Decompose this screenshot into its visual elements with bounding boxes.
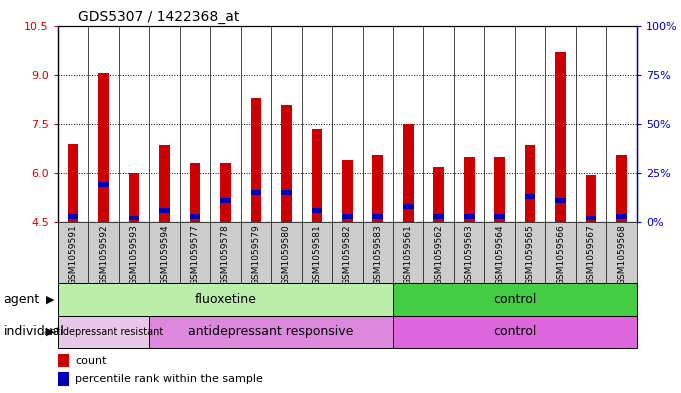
Bar (68, 213, 78, 219)
Bar (373, 155, 383, 222)
Text: GSM1059581: GSM1059581 (313, 224, 321, 285)
Bar (189, 213, 200, 219)
Text: GSM1059594: GSM1059594 (160, 224, 169, 285)
Bar (189, 163, 200, 222)
Bar (68, 144, 78, 222)
Text: GSM1059583: GSM1059583 (373, 224, 382, 285)
Bar (98, 73, 109, 222)
Text: ▶: ▶ (46, 327, 54, 337)
Bar (433, 213, 444, 219)
Bar (433, 167, 444, 222)
Text: GSM1059582: GSM1059582 (343, 224, 352, 285)
Bar (555, 52, 566, 222)
Bar (58, 316, 149, 348)
Bar (58, 283, 393, 316)
Bar (58, 372, 69, 386)
Text: GSM1059567: GSM1059567 (586, 224, 596, 285)
Text: GSM1059565: GSM1059565 (526, 224, 535, 285)
Text: GSM1059593: GSM1059593 (129, 224, 138, 285)
Bar (311, 129, 322, 222)
Bar (464, 157, 475, 222)
Bar (494, 157, 505, 222)
Text: GSM1059591: GSM1059591 (69, 224, 78, 285)
Text: control: control (493, 293, 537, 306)
Text: GSM1059562: GSM1059562 (434, 224, 443, 285)
Text: control: control (493, 325, 537, 338)
Bar (525, 194, 535, 199)
Bar (220, 198, 231, 203)
Bar (129, 173, 140, 222)
Text: agent: agent (3, 293, 39, 306)
Bar (555, 198, 566, 203)
Text: individual: individual (3, 325, 64, 338)
Text: percentile rank within the sample: percentile rank within the sample (75, 374, 263, 384)
Bar (281, 105, 291, 222)
Bar (342, 160, 353, 222)
Bar (464, 213, 475, 219)
Bar (311, 208, 322, 213)
Bar (403, 204, 413, 209)
Text: antidepressant resistant: antidepressant resistant (44, 327, 163, 337)
Text: GSM1059566: GSM1059566 (556, 224, 565, 285)
Text: GDS5307 / 1422368_at: GDS5307 / 1422368_at (78, 10, 240, 24)
Bar (342, 213, 353, 219)
Bar (149, 316, 393, 348)
Text: GSM1059592: GSM1059592 (99, 224, 108, 285)
Bar (494, 213, 505, 219)
Text: GSM1059578: GSM1059578 (221, 224, 230, 285)
Bar (616, 155, 627, 222)
Text: ▶: ▶ (46, 294, 54, 305)
Bar (616, 213, 627, 219)
Text: fluoxetine: fluoxetine (195, 293, 256, 306)
Text: GSM1059561: GSM1059561 (404, 224, 413, 285)
Text: GSM1059580: GSM1059580 (282, 224, 291, 285)
Bar (159, 208, 170, 213)
Text: GSM1059564: GSM1059564 (495, 224, 504, 285)
Bar (586, 175, 597, 222)
Text: GSM1059563: GSM1059563 (464, 224, 474, 285)
Bar (251, 98, 262, 222)
Bar (586, 215, 597, 220)
Bar (393, 316, 637, 348)
Bar (159, 145, 170, 222)
Bar (403, 124, 413, 222)
Bar (281, 190, 291, 195)
Text: antidepressant responsive: antidepressant responsive (189, 325, 354, 338)
Text: GSM1059579: GSM1059579 (251, 224, 260, 285)
Text: GSM1059568: GSM1059568 (617, 224, 626, 285)
Bar (220, 163, 231, 222)
Bar (129, 215, 140, 220)
Bar (98, 182, 109, 187)
Bar (525, 145, 535, 222)
Text: GSM1059577: GSM1059577 (191, 224, 200, 285)
Bar (58, 354, 69, 367)
Bar (251, 190, 262, 195)
Text: count: count (75, 356, 107, 366)
Bar (393, 283, 637, 316)
Bar (373, 213, 383, 219)
